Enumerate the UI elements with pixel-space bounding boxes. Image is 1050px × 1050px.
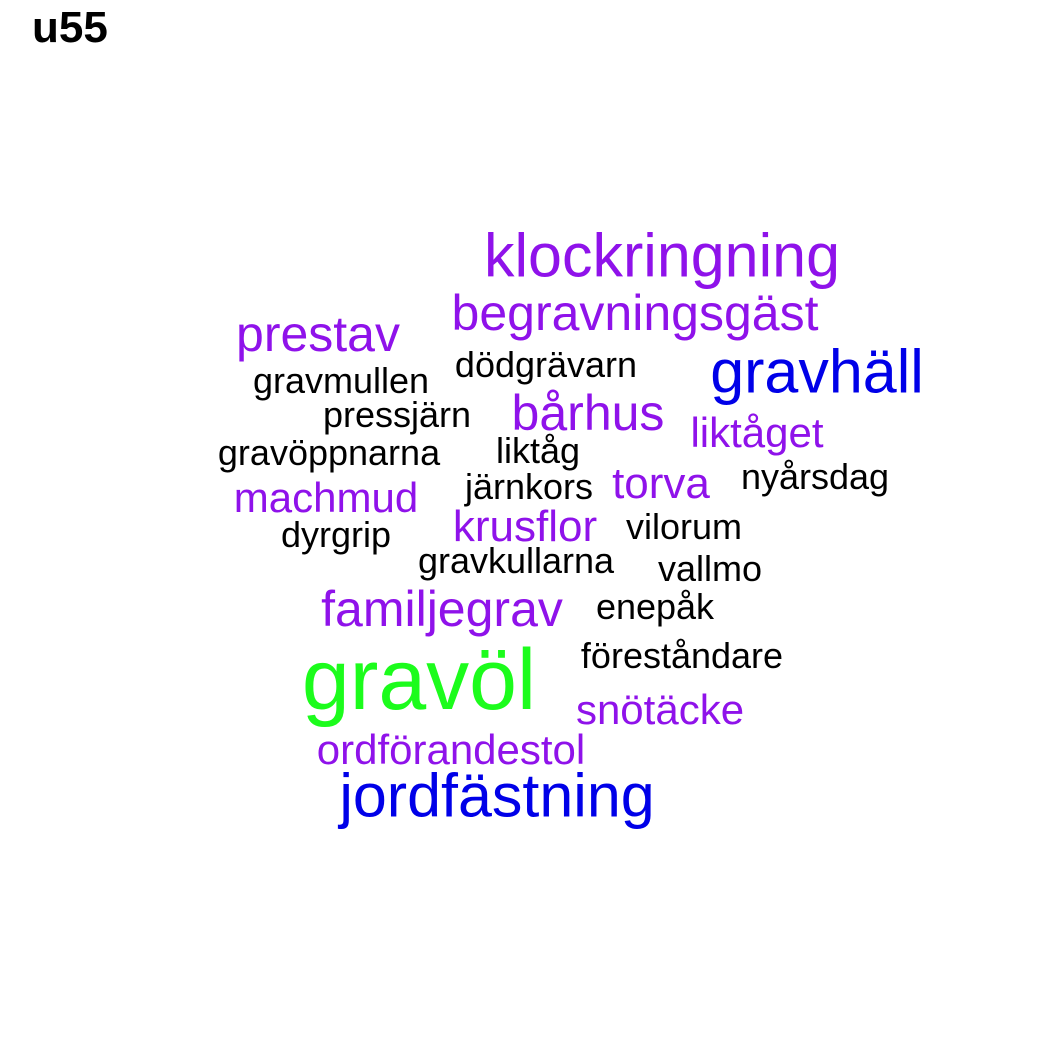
- word-begravningsgast: begravningsgäst: [451, 285, 819, 341]
- word-liktaget: liktåget: [690, 409, 824, 456]
- word-jarnkors: järnkors: [464, 466, 594, 507]
- word-vilorum: vilorum: [625, 506, 743, 547]
- word-pressjarn: pressjärn: [322, 394, 472, 435]
- word-gravol: gravöl: [301, 632, 537, 728]
- word-snotacke: snötäcke: [575, 686, 745, 733]
- word-liktag: liktåg: [495, 430, 581, 471]
- page-title: u55: [32, 3, 108, 52]
- word-torva: torva: [612, 459, 710, 508]
- word-nyarsdag: nyårsdag: [740, 456, 890, 497]
- word-machmud: machmud: [233, 474, 419, 521]
- word-gravoppnarna: gravöppnarna: [217, 432, 441, 473]
- word-barhus: bårhus: [511, 385, 665, 441]
- word-klockringning: klockringning: [483, 221, 841, 290]
- word-prestav: prestav: [236, 306, 400, 362]
- word-gravkullarna: gravkullarna: [417, 540, 615, 581]
- word-vallmo: vallmo: [657, 548, 763, 589]
- word-forestandare: föreståndare: [580, 635, 784, 676]
- word-dyrgrip: dyrgrip: [280, 514, 392, 555]
- word-jordfastning: jordfästning: [339, 761, 655, 830]
- word-gravmullen: gravmullen: [252, 360, 430, 401]
- word-familjegrav: familjegrav: [321, 581, 563, 637]
- word-ordforandestol: ordförandestol: [316, 726, 586, 773]
- word-dodgravarn: dödgrävarn: [454, 344, 638, 385]
- word-krusflor: krusflor: [452, 502, 598, 551]
- word-gravhall: gravhäll: [710, 337, 924, 406]
- word-enepak: enepåk: [595, 586, 715, 627]
